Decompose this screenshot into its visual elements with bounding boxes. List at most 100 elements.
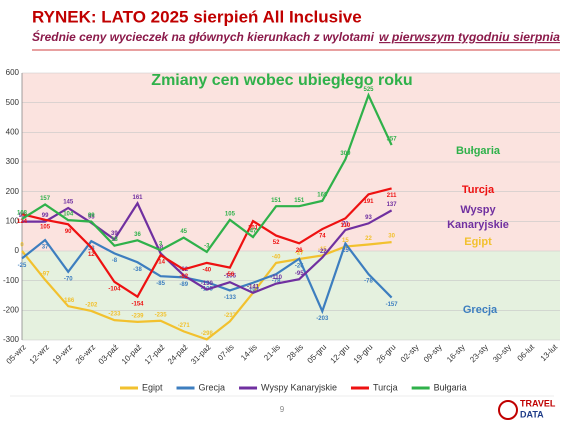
x-tick-label: 24-paź: [166, 343, 190, 367]
data-label: -25: [18, 263, 27, 269]
data-label: -70: [64, 276, 73, 282]
data-label: -8: [158, 245, 164, 251]
data-label: -26: [295, 263, 304, 269]
logo-text: DATA: [520, 409, 544, 419]
data-label: -3: [204, 243, 210, 249]
y-tick-label: 0: [15, 246, 20, 255]
data-label: -235: [155, 312, 168, 318]
data-label: -107: [247, 287, 260, 293]
series-line: [21, 187, 392, 299]
data-label: 525: [363, 87, 374, 93]
data-label: -203: [316, 316, 329, 322]
legend-label: Turcja: [373, 382, 398, 392]
legend-label: Egipt: [142, 382, 163, 392]
chart-title: RYNEK: LATO 2025 sierpień All Inclusive: [32, 7, 362, 26]
data-label: -97: [41, 271, 50, 277]
data-label: 3: [159, 242, 163, 248]
x-tick-label: 26-gru: [375, 343, 398, 366]
x-tick-label: 10-paź: [120, 343, 144, 367]
data-label: -141: [247, 284, 260, 290]
data-label: 37: [42, 245, 49, 251]
data-label: 95: [88, 214, 95, 220]
y-tick-label: 100: [6, 216, 20, 225]
annotation: Grecja: [463, 304, 498, 316]
data-label: 104: [63, 212, 74, 218]
data-label: -78: [364, 279, 373, 285]
logo-text: TRAVEL: [520, 398, 556, 408]
data-label: 151: [271, 198, 282, 204]
x-tick-label: 02-sty: [399, 343, 421, 365]
x-tick-label: 06-lut: [516, 342, 537, 363]
x-tick-label: 14-lis: [239, 343, 259, 363]
data-label: -271: [178, 323, 191, 329]
data-label: -89: [179, 282, 188, 288]
data-label: 12: [88, 252, 95, 258]
data-label: 22: [365, 236, 372, 242]
annotation: Bułgaria: [456, 145, 501, 157]
data-label: 90: [65, 229, 72, 235]
logo-icon: [498, 400, 518, 420]
data-label: -14: [156, 260, 165, 266]
data-label: 99: [19, 213, 26, 219]
series-line: [21, 92, 393, 254]
series-line: [21, 241, 392, 341]
y-tick-label: -300: [3, 335, 20, 344]
x-tick-label: 21-lis: [262, 343, 282, 363]
data-label: -104: [108, 286, 121, 292]
data-label: -237: [224, 313, 237, 319]
annotation: Turcja: [462, 184, 495, 196]
data-label: 357: [387, 137, 398, 143]
series-line: [21, 238, 393, 315]
data-label: 39: [111, 231, 118, 237]
data-label: -8: [112, 258, 118, 264]
y-tick-label: 400: [6, 127, 20, 136]
data-label: 26: [296, 248, 303, 254]
y-tick-label: 600: [6, 68, 20, 77]
data-label: -38: [133, 267, 142, 273]
data-label: -157: [386, 302, 399, 308]
y-tick-label: 300: [6, 157, 20, 166]
x-tick-label: 13-lut: [539, 342, 560, 363]
data-label: -40: [272, 254, 281, 260]
data-label: -154: [131, 301, 144, 307]
x-tick-label: 19-gru: [352, 343, 375, 366]
data-label: 105: [40, 224, 51, 230]
data-label: 169: [317, 192, 328, 198]
data-label: 108: [17, 211, 28, 217]
data-label: -105: [224, 274, 237, 280]
y-tick-label: 200: [6, 187, 20, 196]
data-label: -40: [202, 267, 211, 273]
x-tick-label: 05-gru: [305, 343, 328, 366]
data-label: 161: [132, 195, 143, 201]
data-label: 110: [341, 223, 351, 229]
data-label: 99: [88, 213, 95, 219]
annotation: Egipt: [464, 236, 492, 248]
chart-subtitle: Średnie ceny wycieczek na głównych kieru…: [32, 31, 375, 44]
data-label: -186: [62, 298, 75, 304]
data-label: -15: [318, 247, 327, 253]
data-label: 36: [134, 232, 141, 238]
legend-label: Bułgaria: [434, 382, 467, 392]
data-label: -202: [85, 303, 98, 309]
data-label: 74: [319, 234, 326, 240]
page-number: 9: [280, 405, 285, 414]
data-label: 105: [225, 211, 236, 217]
x-tick-label: 05-wrz: [5, 343, 28, 366]
data-label: 145: [63, 200, 74, 206]
legend-label: Wyspy Kanaryjskie: [261, 382, 337, 392]
x-tick-label: 07-lis: [216, 343, 236, 363]
data-label: 93: [365, 215, 372, 221]
data-label: 157: [40, 196, 51, 202]
data-label: 71: [342, 222, 349, 228]
series-line: [22, 200, 393, 295]
x-tick-label: 16-sty: [445, 343, 467, 365]
data-label: -233: [108, 312, 121, 318]
x-tick-label: 23-sty: [468, 343, 490, 365]
data-label: 309: [340, 151, 351, 157]
data-label: 15: [342, 238, 349, 244]
data-label: 25: [342, 248, 349, 254]
data-label: -27: [295, 251, 304, 257]
data-label: 211: [387, 193, 397, 199]
y-tick-label: -100: [3, 276, 20, 285]
